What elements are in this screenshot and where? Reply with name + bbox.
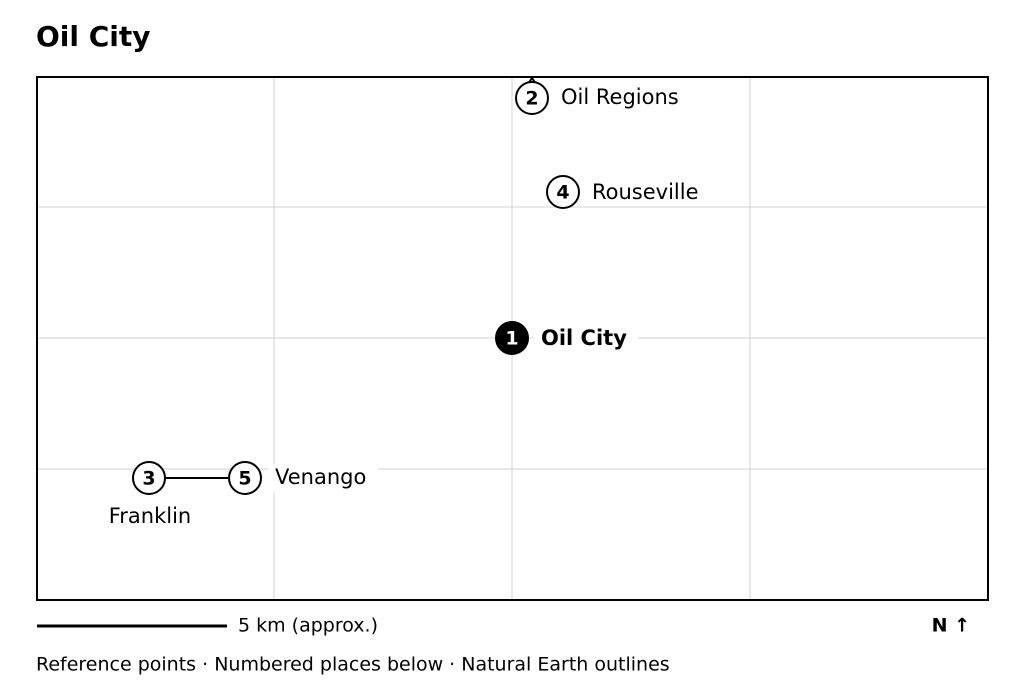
place-marker: 5 [228, 461, 262, 495]
place-marker: 3 [132, 461, 166, 495]
place-number: 5 [238, 468, 251, 490]
place-label: Rouseville [592, 180, 699, 204]
place-marker: 2 [515, 81, 549, 115]
place-number: 2 [525, 88, 538, 110]
footer-note: Reference points · Numbered places below… [36, 654, 670, 676]
place-label: Franklin [109, 504, 192, 528]
scale-label: 5 km (approx.) [238, 615, 378, 637]
place-marker: 1 [495, 321, 529, 355]
place-number: 1 [505, 328, 518, 350]
north-arrow: N ↑ [932, 615, 970, 637]
map-title: Oil City [36, 20, 151, 53]
place-number: 4 [556, 182, 569, 204]
place-label: Oil Regions [561, 85, 679, 109]
place-label: Oil City [541, 326, 627, 350]
place-number: 3 [142, 468, 155, 490]
place-label: Venango [275, 465, 366, 489]
place-marker: 4 [546, 175, 580, 209]
